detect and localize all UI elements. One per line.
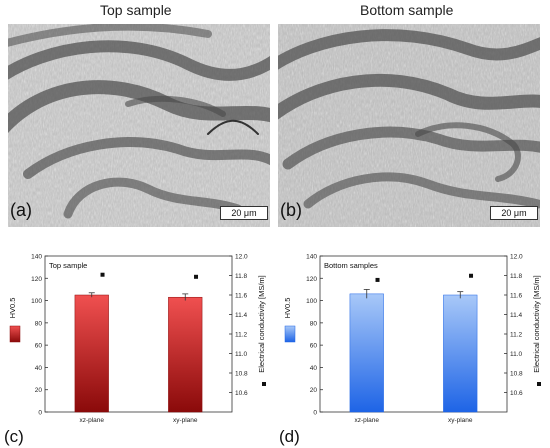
plot-frame: [44, 255, 233, 413]
category-label: xz-plane: [354, 417, 379, 424]
y2-tick-label: 11.8: [510, 273, 523, 280]
conductivity-marker: [375, 277, 380, 282]
chart-title: Top sample: [49, 261, 87, 270]
y-tick-label: 20: [310, 387, 318, 394]
panel-label-a: (a): [10, 200, 32, 220]
conductivity-marker: [469, 273, 474, 278]
y2-tick-label: 11.2: [235, 332, 248, 339]
y-axis-label: HV0.5: [8, 298, 17, 319]
y-tick-label: 140: [306, 254, 317, 261]
panel-label-b: (b): [280, 200, 302, 220]
y-tick-label: 20: [35, 387, 43, 394]
y-tick-label: 60: [35, 343, 43, 350]
y2-axis-label: Electrical conductivity [MS/m]: [532, 275, 541, 373]
chart-top-sample: 0 20 40 60 80 100 120 140 10.6 10.8 11.0 11.2 11.4 11…: [4, 254, 266, 446]
y2-tick-label: 10.8: [235, 371, 248, 378]
y-tick-label: 0: [38, 410, 42, 417]
y2-tick-label: 12.0: [510, 254, 523, 261]
y-axis-label: HV0.5: [283, 298, 292, 319]
left-column-title: Top sample: [100, 2, 172, 18]
legend-swatch-hardness: [9, 325, 21, 343]
y2-tick-label: 11.2: [510, 332, 523, 339]
y2-tick-label: 11.4: [235, 312, 248, 319]
conductivity-marker: [194, 274, 199, 279]
y-tick-label: 120: [306, 276, 317, 283]
y2-tick-label: 11.0: [235, 351, 248, 358]
y-tick-label: 120: [31, 276, 42, 283]
bar-xy-plane: [168, 296, 203, 413]
y-tick-label: 40: [310, 365, 318, 372]
y2-axis-label: Electrical conductivity [MS/m]: [257, 275, 266, 373]
category-label: xy-plane: [173, 417, 198, 424]
plot-frame: [319, 255, 508, 413]
y-tick-label: 80: [35, 320, 43, 327]
y2-tick-label: 10.6: [510, 390, 523, 397]
bar-xz-plane: [74, 294, 109, 413]
chart-bottom-samples: 0 20 40 60 80 100 120 140 10.6 10.8 11.0 11.2 11.4 11…: [279, 254, 541, 446]
panel-label: (c): [4, 427, 24, 446]
y-tick-label: 100: [306, 298, 317, 305]
bar-xz-plane: [349, 293, 384, 413]
right-column-title: Bottom sample: [360, 2, 454, 18]
category-label: xy-plane: [448, 417, 473, 424]
category-label: xz-plane: [79, 417, 104, 424]
legend-marker-conductivity: [262, 382, 266, 386]
chart-title: Bottom samples: [324, 261, 378, 270]
scale-bar-a: 20 μm: [220, 206, 268, 220]
y-tick-label: 0: [313, 410, 317, 417]
y2-tick-label: 11.6: [510, 293, 523, 300]
y2-tick-label: 11.0: [510, 351, 523, 358]
y2-tick-label: 10.6: [235, 390, 248, 397]
micrograph-bottom-sample: [278, 24, 540, 227]
panel-label: (d): [279, 427, 300, 446]
y-tick-label: 60: [310, 343, 318, 350]
y2-tick-label: 11.6: [235, 293, 248, 300]
legend-swatch-hardness: [284, 325, 296, 343]
y2-tick-label: 10.8: [510, 371, 523, 378]
y2-tick-label: 11.4: [510, 312, 523, 319]
y-tick-label: 140: [31, 254, 42, 261]
y-tick-label: 40: [35, 365, 43, 372]
conductivity-marker: [100, 272, 105, 277]
y2-tick-label: 12.0: [235, 254, 248, 261]
y-tick-label: 80: [310, 320, 318, 327]
scale-bar-b: 20 μm: [490, 206, 538, 220]
legend-marker-conductivity: [537, 382, 541, 386]
y2-tick-label: 11.8: [235, 273, 248, 280]
bar-xy-plane: [443, 294, 478, 413]
y-tick-label: 100: [31, 298, 42, 305]
micrograph-top-sample: [8, 24, 270, 227]
